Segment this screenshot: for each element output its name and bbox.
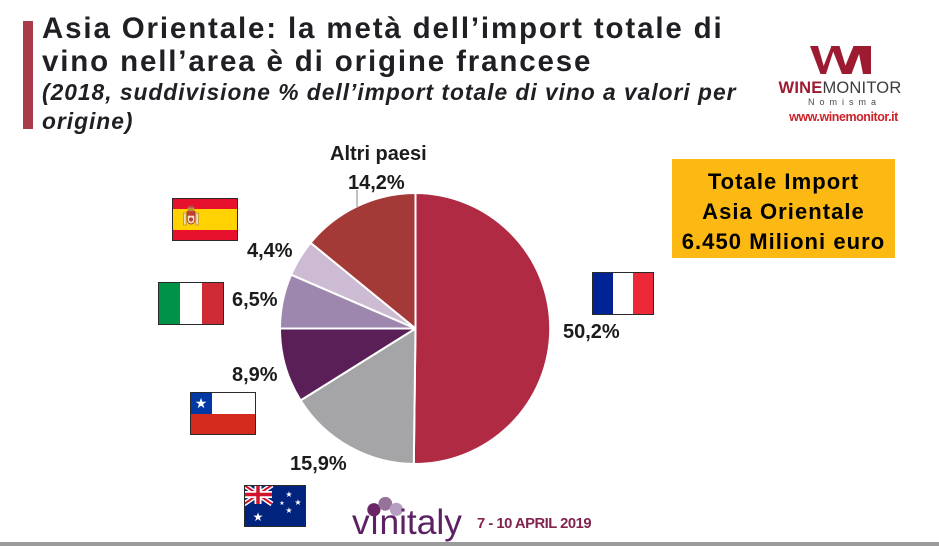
svg-text:★: ★ [195, 395, 208, 411]
svg-text:★: ★ [285, 490, 292, 499]
svg-text:★: ★ [253, 510, 264, 524]
svg-text:★: ★ [279, 500, 284, 507]
svg-text:★: ★ [285, 506, 292, 515]
svg-text:★: ★ [294, 498, 301, 507]
